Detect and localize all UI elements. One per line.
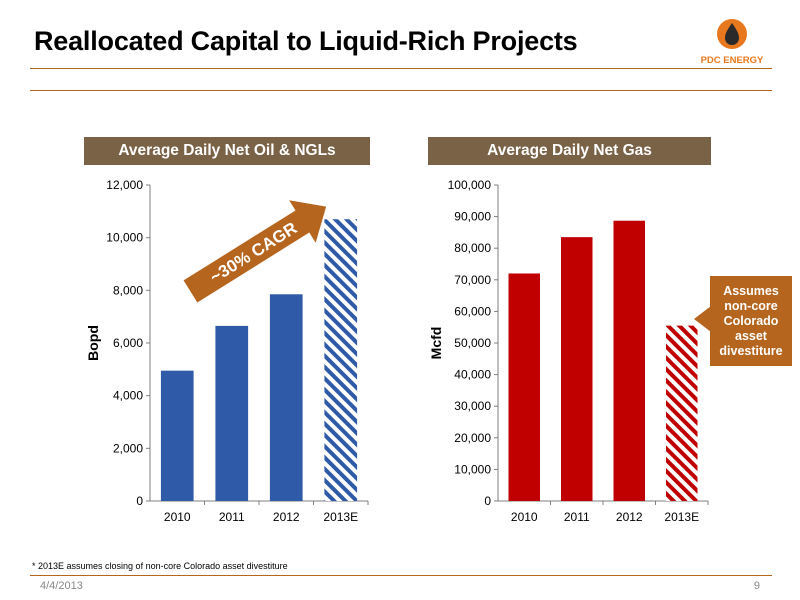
oil-y-tick-label: 6,000: [113, 336, 143, 350]
gas-y-tick-label: 0: [484, 494, 491, 508]
gas-y-tick-label: 70,000: [454, 273, 491, 287]
oil-y-tick-label: 12,000: [106, 178, 143, 192]
flame-drop-icon: [725, 23, 739, 45]
oil-y-tick-label: 0: [136, 494, 143, 508]
gas-bar-chart: 0 10,000 20,000 30,000 40,000 50,000 60,000 70,…: [428, 178, 709, 524]
gas-y-tick-label: 10,000: [454, 462, 491, 476]
gas-x-tick-label: 2012: [616, 510, 643, 524]
gas-y-tick-label: 30,000: [454, 399, 491, 413]
cagr-arrow: ~30% CAGR: [183, 200, 327, 303]
subtitle-divider: [30, 90, 772, 91]
gas-chart-title: Average Daily Net Gas: [428, 137, 711, 165]
gas-bar-2011: [561, 237, 593, 501]
gas-y-tick-label: 100,000: [448, 178, 492, 192]
page-title: Reallocated Capital to Liquid-Rich Proje…: [34, 26, 578, 56]
gas-bar-2010: [508, 273, 540, 501]
gas-bar-2012: [613, 220, 645, 501]
gas-y-tick-label: 40,000: [454, 368, 491, 382]
footer-date: 4/4/2013: [40, 580, 83, 592]
oil-x-tick-label: 2012: [273, 510, 300, 524]
oil-bar-2011: [215, 325, 249, 501]
gas-y-axis-label: Mcfd: [428, 327, 444, 360]
oil-bar-chart: 0 2,000 4,000 6,000 8,000 10,000 12,000 2010 201…: [85, 178, 369, 524]
gas-y-tick-label: 90,000: [454, 210, 491, 224]
gas-bar-2013E: [666, 325, 698, 501]
oil-x-tick-label: 2010: [164, 510, 191, 524]
gas-y-tick-label: 50,000: [454, 336, 491, 350]
footer-divider: [30, 575, 772, 576]
gas-x-tick-label: 2011: [564, 510, 590, 524]
oil-x-tick-label: 2013E: [323, 510, 358, 524]
title-divider: [30, 68, 772, 69]
oil-bar-2010: [160, 370, 194, 501]
oil-y-tick-label: 4,000: [113, 389, 143, 403]
oil-x-tick-label: 2011: [219, 510, 245, 524]
page-number: 9: [753, 580, 760, 592]
oil-y-axis-label: Bopd: [85, 325, 101, 361]
oil-bar-2013E: [324, 219, 358, 501]
gas-x-tick-label: 2010: [511, 510, 538, 524]
oil-bar-2012: [269, 294, 303, 501]
oil-y-tick-label: 8,000: [113, 283, 143, 297]
cagr-label: ~30% CAGR: [207, 218, 301, 286]
gas-y-tick-label: 20,000: [454, 431, 491, 445]
callout-pointer-icon: [694, 306, 711, 332]
oil-chart-title: Average Daily Net Oil & NGLs: [84, 137, 370, 165]
oil-y-tick-label: 10,000: [106, 231, 143, 245]
logo-text: PDC ENERGY: [701, 55, 764, 66]
company-logo: PDC ENERGY: [701, 19, 764, 66]
gas-x-tick-label: 2013E: [664, 510, 699, 524]
gas-y-tick-label: 80,000: [454, 241, 491, 255]
gas-y-tick-label: 60,000: [454, 304, 491, 318]
divestiture-callout: Assumes non-core Colorado asset divestit…: [710, 276, 792, 366]
footnote: * 2013E assumes closing of non-core Colo…: [32, 561, 288, 571]
oil-y-tick-label: 2,000: [113, 441, 143, 455]
cagr-arrow-icon: [183, 200, 327, 303]
